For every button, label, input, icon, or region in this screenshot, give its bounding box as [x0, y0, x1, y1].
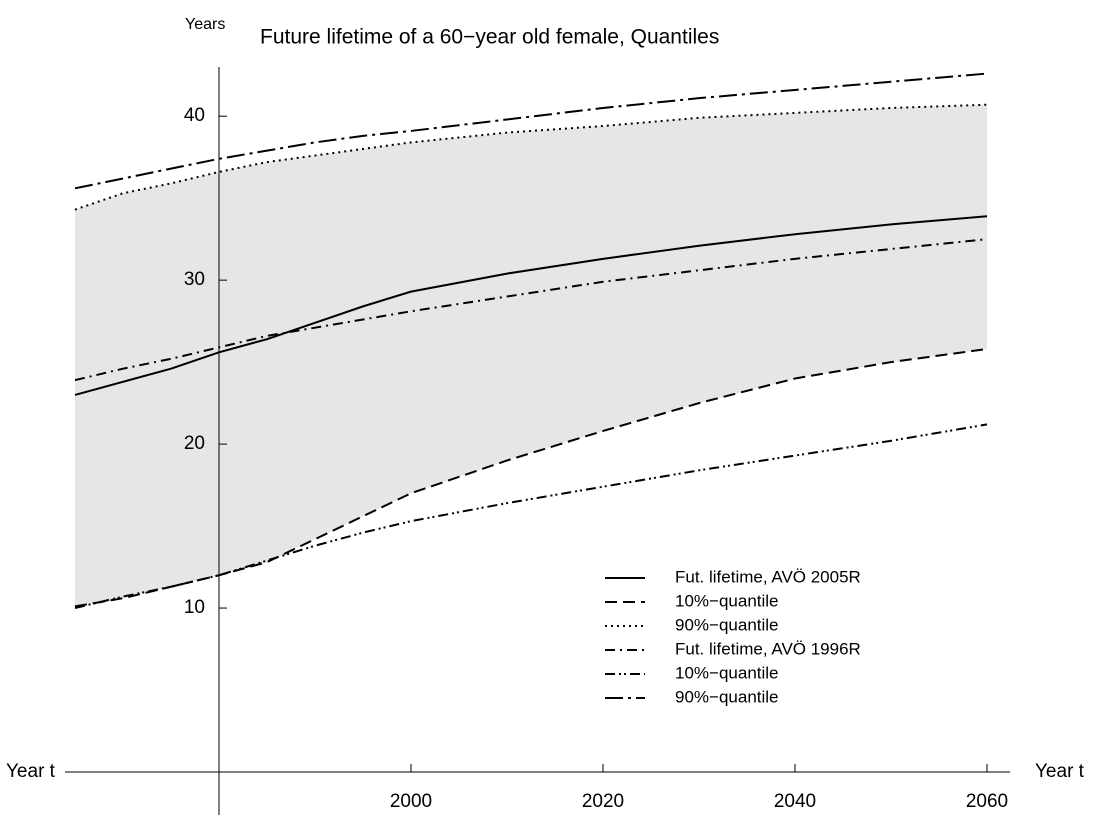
y-axis-label: Years [185, 16, 225, 33]
quantile-band [75, 104, 987, 607]
y-tick-label: 30 [184, 269, 205, 290]
x-tick-label: 2060 [966, 791, 1008, 812]
legend-label: 10%−quantile [675, 663, 779, 682]
series-line [74, 348, 988, 608]
legend-label: Fut. lifetime, AVÖ 1996R [675, 639, 861, 658]
legend-label: 90%−quantile [675, 687, 779, 706]
x-axis-label: Year t [1035, 761, 1085, 782]
series-line [74, 72, 988, 190]
x-axis-label-left: Year t [6, 761, 56, 782]
series-line [74, 103, 988, 211]
series-line [74, 423, 988, 610]
y-tick-label: 10 [184, 597, 205, 618]
legend-label: 90%−quantile [675, 615, 779, 634]
y-tick-label: 40 [184, 105, 205, 126]
x-tick-label: 2040 [774, 791, 816, 812]
chart-title: Future lifetime of a 60−year old female,… [260, 26, 719, 49]
legend-label: Fut. lifetime, AVÖ 2005R [675, 567, 861, 586]
x-tick-label: 2020 [582, 791, 624, 812]
x-tick-label: 2000 [390, 791, 432, 812]
y-tick-label: 20 [184, 433, 205, 454]
series-line [74, 215, 988, 396]
legend-label: 10%−quantile [675, 591, 779, 610]
